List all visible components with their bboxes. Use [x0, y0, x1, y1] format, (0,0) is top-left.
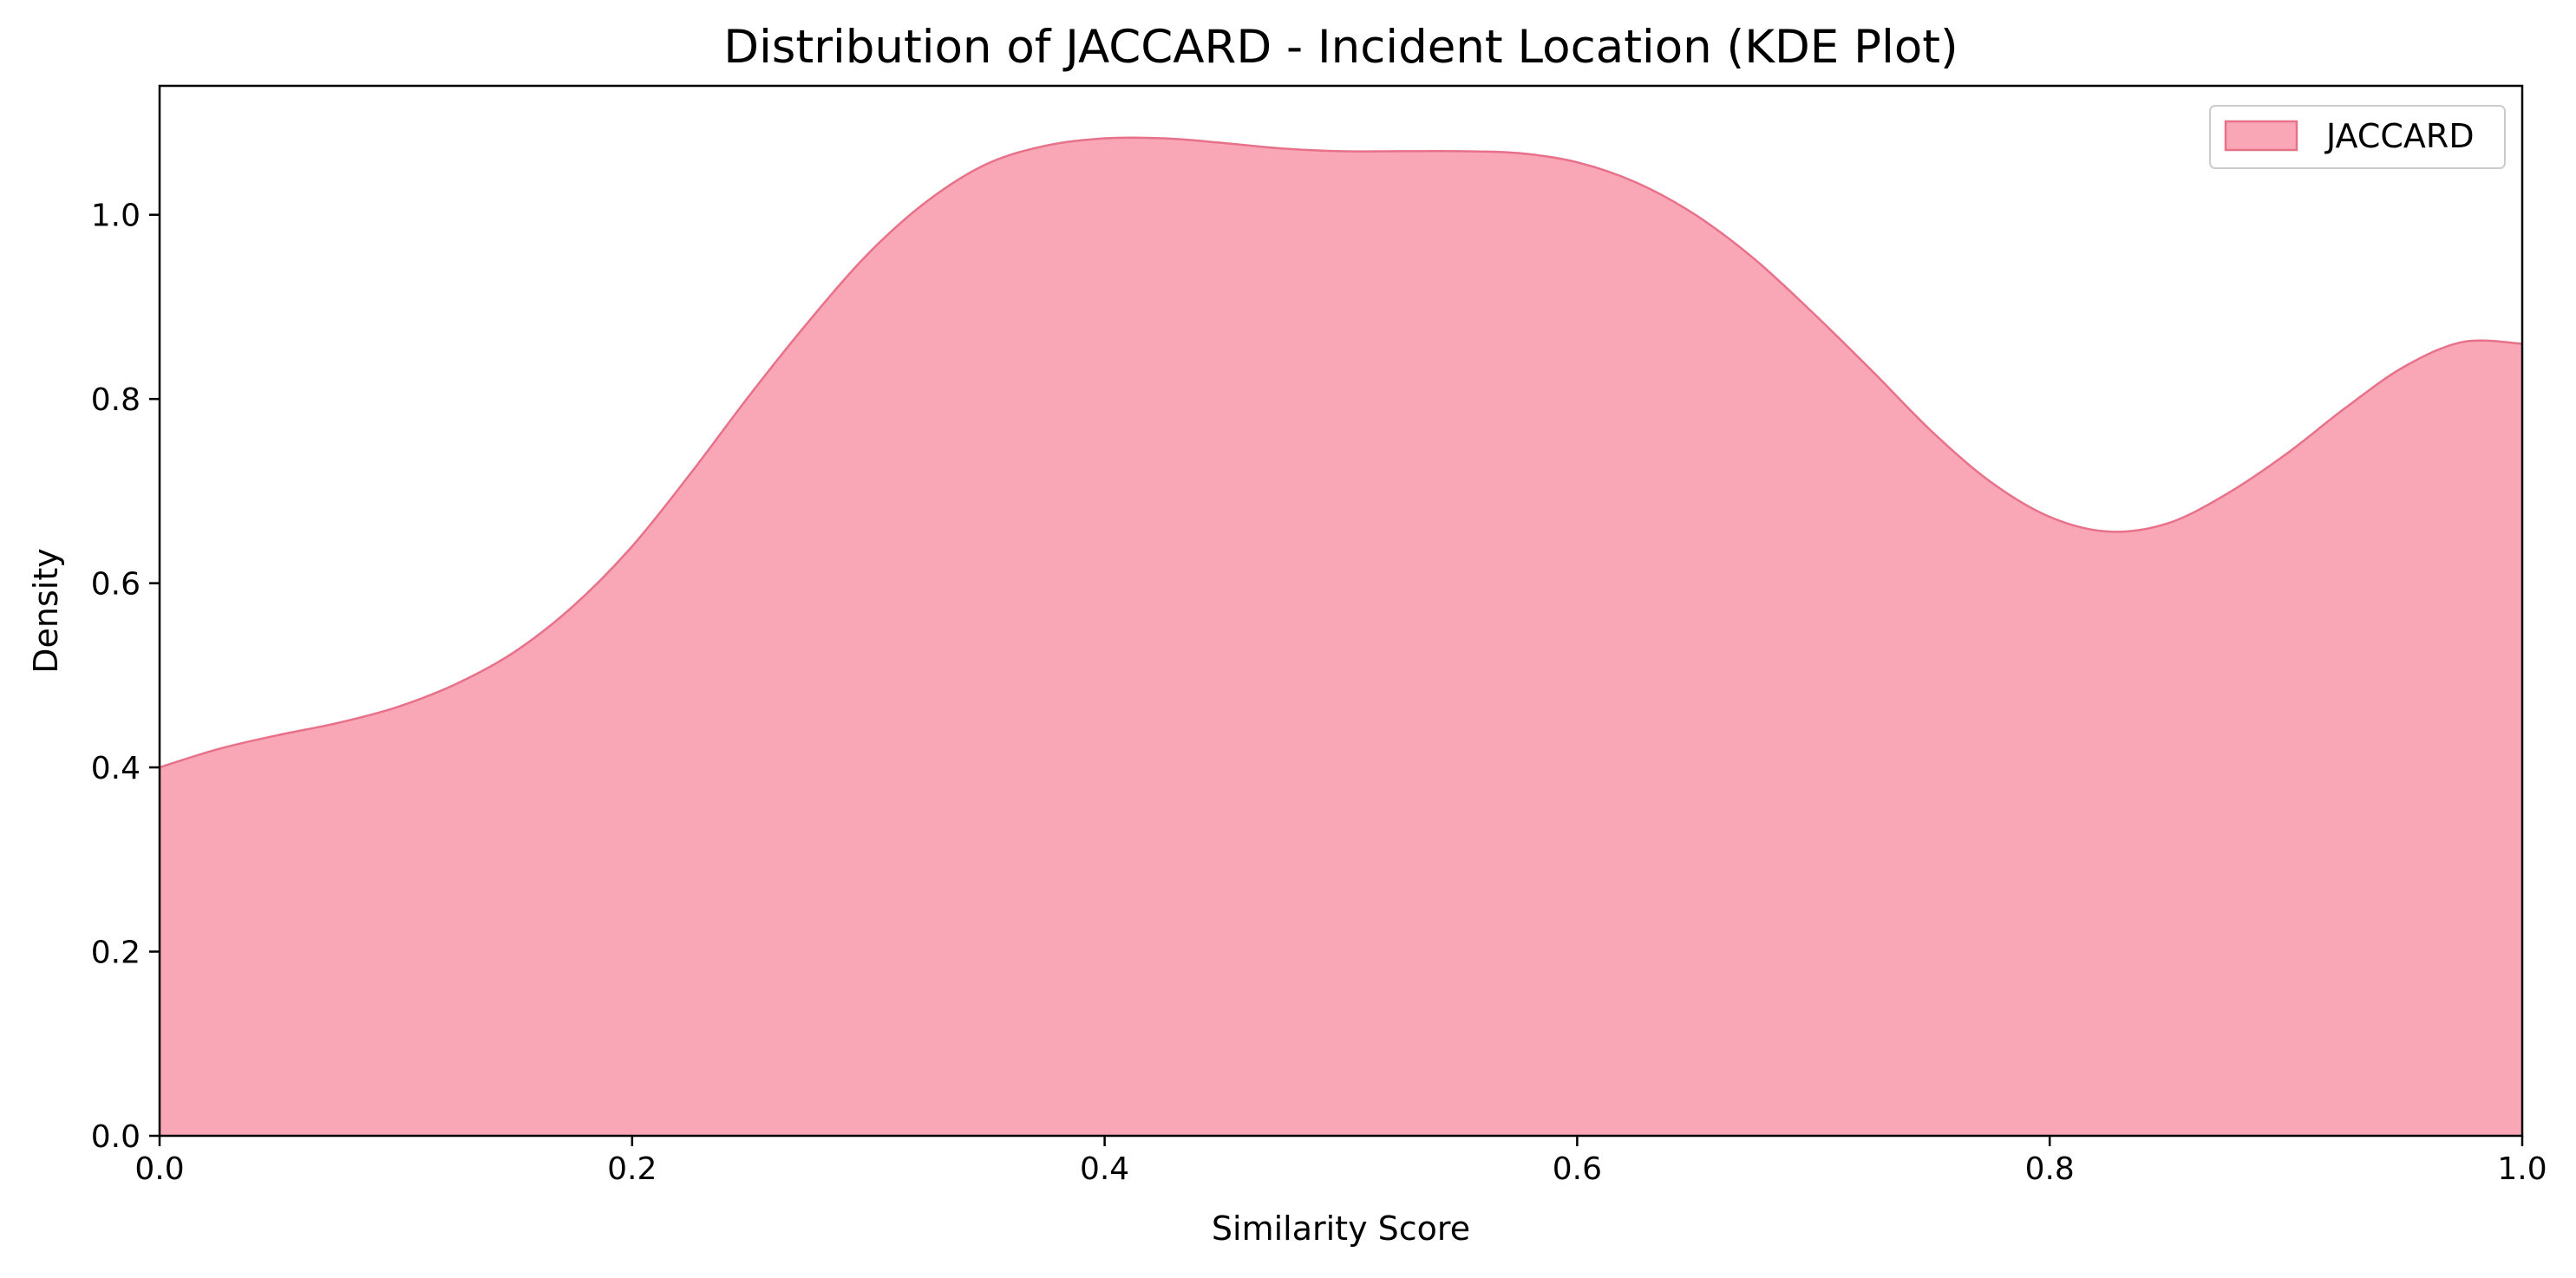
- plot-frame: [158, 84, 2524, 1138]
- y-tick-label: 0.4: [91, 751, 141, 786]
- x-tick-label: 0.0: [134, 1151, 184, 1187]
- legend: JACCARD: [2209, 105, 2506, 169]
- y-tick-label: 0.0: [91, 1119, 141, 1155]
- x-tick-label: 0.2: [607, 1151, 657, 1187]
- y-tick-label: 1.0: [91, 199, 141, 234]
- kde-line-jaccard: [159, 136, 2523, 769]
- x-tick-label: 0.6: [1553, 1151, 1602, 1187]
- x-tick-label: 0.4: [1080, 1151, 1129, 1187]
- legend-label: JACCARD: [2324, 117, 2475, 155]
- tick-layer: 0.0 0.2 0.4 0.6 0.8 1.0 0.0 0.2 0.4 0.6 0.8 1.0: [91, 199, 2547, 1187]
- y-tick-label: 0.6: [91, 567, 141, 603]
- plot-layer: [159, 136, 2523, 1137]
- x-tick-label: 1.0: [2497, 1151, 2547, 1187]
- y-tick-label: 0.2: [91, 936, 141, 971]
- legend-swatch: [2224, 120, 2298, 152]
- y-axis-label: Density: [27, 548, 65, 673]
- chart-title: Distribution of JACCARD - Incident Locat…: [723, 21, 1958, 74]
- y-tick-label: 0.8: [91, 382, 141, 418]
- kde-area-jaccard: [160, 137, 2522, 1137]
- x-tick-label: 0.8: [2025, 1151, 2075, 1187]
- x-axis-label: Similarity Score: [1212, 1210, 1470, 1248]
